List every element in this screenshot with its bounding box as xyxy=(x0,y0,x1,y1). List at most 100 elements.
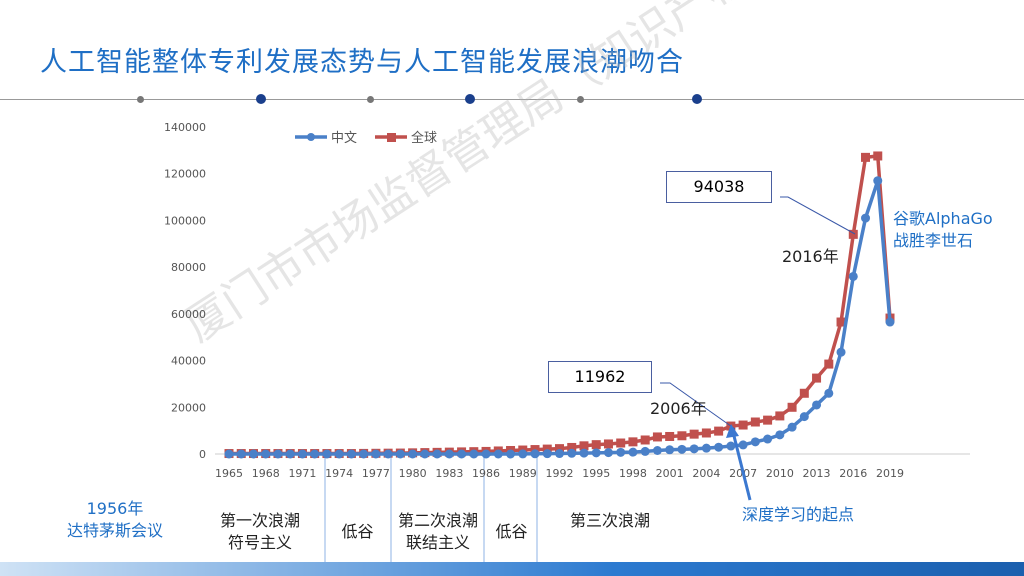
data-point xyxy=(542,444,552,454)
timeline-dot xyxy=(137,96,144,103)
legend-label: 全球 xyxy=(411,130,437,146)
wave1-label: 第一次浪潮 符号主义 xyxy=(205,510,315,554)
data-point xyxy=(322,449,332,459)
data-point xyxy=(285,449,295,459)
data-point xyxy=(469,449,479,459)
x-tick-label: 1977 xyxy=(362,467,390,480)
x-tick-label: 1995 xyxy=(582,467,610,480)
data-point xyxy=(248,449,258,459)
data-point xyxy=(359,449,369,459)
data-point xyxy=(616,438,626,448)
data-point xyxy=(371,449,381,459)
data-point xyxy=(861,152,871,162)
wave1-title: 第一次浪潮 xyxy=(219,511,300,530)
data-point xyxy=(689,429,699,439)
x-tick-label: 2019 xyxy=(876,467,904,480)
data-point xyxy=(799,388,809,398)
annotation-box-2016: 94038 xyxy=(666,171,772,203)
data-point xyxy=(334,449,344,459)
data-point xyxy=(799,412,809,422)
data-point xyxy=(579,448,589,458)
data-point xyxy=(726,441,736,451)
legend-label: 中文 xyxy=(331,131,357,146)
deep-learning-label: 深度学习的起点 xyxy=(741,505,854,524)
data-point xyxy=(738,420,748,430)
data-point xyxy=(750,437,760,447)
data-point xyxy=(236,449,246,459)
footer-bar xyxy=(0,562,1024,576)
data-point xyxy=(346,449,356,459)
timeline-dot xyxy=(256,94,266,104)
x-tick-label: 2004 xyxy=(692,467,720,480)
data-point xyxy=(432,449,442,459)
data-point xyxy=(873,176,883,186)
y-tick-label: 0 xyxy=(199,448,206,461)
data-point xyxy=(836,317,846,327)
data-point xyxy=(444,449,454,459)
data-point xyxy=(640,435,650,445)
annotation-year-2016: 2016年 xyxy=(782,247,839,266)
data-point xyxy=(701,443,711,453)
data-point xyxy=(787,402,797,412)
low2-label: 低谷 xyxy=(495,522,528,541)
data-point xyxy=(506,449,516,459)
x-tick-label: 1965 xyxy=(215,467,243,480)
data-point xyxy=(555,449,564,459)
leader-line-2016 xyxy=(780,196,856,235)
data-point xyxy=(224,449,234,459)
y-tick-label: 20000 xyxy=(171,401,206,414)
data-point xyxy=(408,449,418,459)
data-point xyxy=(273,449,283,459)
data-point xyxy=(628,447,638,457)
data-point xyxy=(383,449,393,459)
data-point xyxy=(763,434,773,444)
timeline-dot xyxy=(465,94,475,104)
data-point xyxy=(861,213,871,223)
arrow-head-icon xyxy=(726,424,739,438)
alphago-line1: 谷歌AlphaGo xyxy=(893,209,993,228)
wave2-title: 第二次浪潮 xyxy=(397,511,478,530)
data-point xyxy=(542,449,552,459)
founding-year: 1956年 xyxy=(86,499,144,518)
timeline-dot xyxy=(577,96,584,103)
x-tick-label: 1989 xyxy=(509,467,537,480)
data-point xyxy=(616,447,626,457)
timeline-dot xyxy=(367,96,374,103)
x-tick-label: 1974 xyxy=(325,467,353,480)
data-point xyxy=(297,449,307,459)
data-point xyxy=(493,449,503,459)
data-point xyxy=(579,441,589,451)
y-tick-label: 60000 xyxy=(171,308,206,321)
y-tick-label: 100000 xyxy=(164,214,206,227)
data-point xyxy=(481,449,491,459)
data-point xyxy=(824,388,834,398)
data-point xyxy=(555,444,564,454)
data-point xyxy=(836,347,846,357)
data-point xyxy=(640,446,650,456)
data-point xyxy=(848,271,858,281)
data-point xyxy=(885,317,895,327)
leader-line-2006 xyxy=(660,382,736,430)
data-point xyxy=(824,359,834,369)
x-tick-label: 1992 xyxy=(546,467,574,480)
data-point xyxy=(812,400,822,410)
data-point xyxy=(677,431,687,441)
x-tick-label: 2001 xyxy=(656,467,684,480)
data-point xyxy=(420,449,430,459)
y-tick-label: 80000 xyxy=(171,261,206,274)
data-point xyxy=(714,442,724,452)
y-tick-label: 140000 xyxy=(164,121,206,134)
legend-marker xyxy=(387,133,396,142)
data-point xyxy=(261,449,271,459)
data-point xyxy=(603,439,613,449)
data-point xyxy=(738,440,748,450)
series-line-中文 xyxy=(229,180,892,456)
x-tick-label: 2013 xyxy=(803,467,831,480)
alphago-line2: 战胜李世石 xyxy=(893,231,974,250)
x-tick-label: 2010 xyxy=(766,467,794,480)
data-point xyxy=(591,440,601,450)
data-point xyxy=(763,415,773,425)
data-point xyxy=(652,432,662,442)
founding-event: 达特茅斯会议 xyxy=(66,521,163,540)
arrow-line xyxy=(731,431,752,501)
